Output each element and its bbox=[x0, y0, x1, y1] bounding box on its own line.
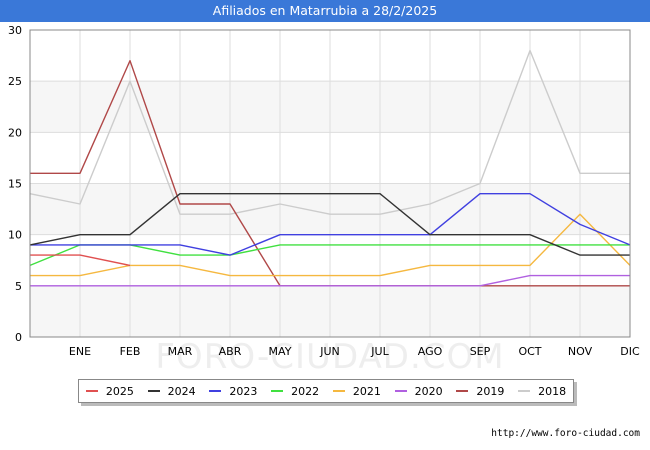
y-tick-label: 5 bbox=[15, 280, 22, 293]
legend-swatch bbox=[332, 390, 345, 392]
y-tick-label: 25 bbox=[8, 75, 22, 88]
legend-label: 2020 bbox=[414, 384, 443, 398]
legend-label: 2024 bbox=[167, 384, 196, 398]
y-axis-ticks: 0 5 10 15 20 25 30 bbox=[8, 24, 22, 344]
legend-swatch bbox=[147, 390, 160, 392]
legend-item-2023: 2023 bbox=[209, 385, 257, 398]
legend-swatch bbox=[271, 390, 284, 392]
y-tick-label: 15 bbox=[8, 178, 22, 191]
legend-swatch bbox=[85, 390, 98, 392]
legend-item-2021: 2021 bbox=[332, 384, 381, 398]
series-line-2023 bbox=[30, 192, 631, 256]
x-tick-label: OCT bbox=[518, 345, 541, 358]
x-tick-label: MAR bbox=[168, 345, 193, 358]
legend-label: 2022 bbox=[291, 384, 320, 398]
x-tick-label: AGO bbox=[418, 345, 443, 358]
x-tick-label: JUL bbox=[370, 345, 389, 358]
legend-label: 2023 bbox=[229, 384, 258, 398]
series-line-2025 bbox=[30, 254, 131, 267]
plot-frame bbox=[29, 29, 631, 338]
series-lines bbox=[29, 49, 631, 287]
legend-label: 2021 bbox=[352, 384, 381, 398]
legend-item-2020: 2020 bbox=[394, 384, 443, 398]
legend-item-2024: 2024 bbox=[147, 384, 196, 398]
legend-item-2025: 2025 bbox=[85, 384, 134, 398]
series-line-2024 bbox=[29, 192, 630, 256]
series-line-2018 bbox=[29, 49, 630, 215]
legend-item-2022: 2022 bbox=[271, 385, 319, 398]
x-tick-label: ABR bbox=[219, 345, 242, 358]
watermark: FORO-CIUDAD.COM bbox=[155, 337, 504, 377]
legend: 2025 2024 2023 2022 2021 2020 2019 2018 bbox=[78, 379, 574, 403]
y-tick-label: 10 bbox=[8, 229, 22, 242]
legend-swatch bbox=[518, 390, 531, 392]
legend-swatch bbox=[209, 390, 222, 392]
legend-item-2019: 2019 bbox=[456, 385, 504, 398]
x-tick-label: DIC bbox=[620, 345, 640, 358]
legend-item-2018: 2018 bbox=[518, 385, 566, 398]
x-tick-label: SEP bbox=[470, 345, 491, 358]
legend-label: 2018 bbox=[538, 384, 567, 398]
x-tick-label: FEB bbox=[120, 345, 141, 358]
y-tick-label: 30 bbox=[8, 24, 22, 37]
y-tick-label: 20 bbox=[8, 126, 22, 139]
legend-swatch bbox=[456, 390, 469, 392]
legend-label: 2019 bbox=[476, 384, 505, 398]
source-url: http://www.foro-ciudad.com bbox=[491, 428, 640, 439]
x-tick-label: MAY bbox=[269, 345, 292, 358]
x-tick-label: ENE bbox=[69, 345, 91, 358]
x-tick-label: NOV bbox=[568, 345, 593, 358]
x-tick-label: JUN bbox=[319, 345, 340, 358]
legend-label: 2025 bbox=[105, 384, 134, 398]
chart-title: Afiliados en Matarrubia a 28/2/2025 bbox=[0, 0, 650, 22]
series-line-2020 bbox=[30, 274, 630, 287]
x-axis-ticks: ENE FEB MAR ABR MAY JUN JUL AGO SEP OCT NOV DIC bbox=[69, 345, 640, 358]
y-tick-label: 0 bbox=[15, 331, 22, 344]
legend-swatch bbox=[394, 390, 407, 392]
